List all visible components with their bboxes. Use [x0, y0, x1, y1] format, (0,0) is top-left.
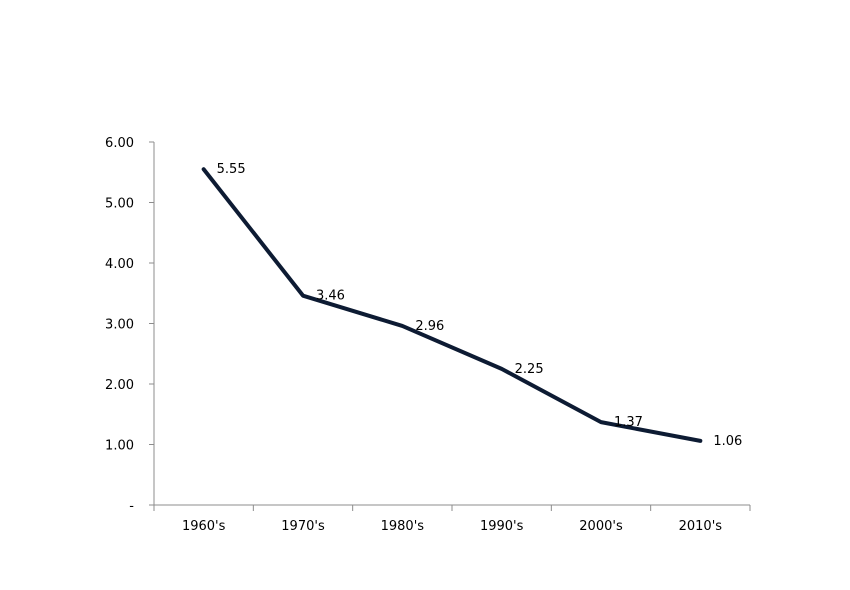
series-layer: [201, 167, 703, 443]
data-labels: 5.55 3.46 2.96 2.25 1.37 1.06: [217, 162, 743, 449]
y-tick-label: -: [129, 499, 134, 514]
y-tick-label: 6.00: [105, 136, 134, 151]
x-tick-label: 2000's: [579, 519, 623, 534]
axis-ticks: - 1.00 2.00 3.00 4.00 5.00 6.00 1960's 1970's 198…: [105, 136, 751, 534]
x-tick-label: 2010's: [679, 519, 723, 534]
x-tick-label: 1980's: [381, 519, 425, 534]
y-tick-label: 5.00: [105, 197, 134, 212]
data-label: 1.37: [614, 415, 643, 430]
data-label: 2.25: [515, 362, 544, 377]
x-tick-label: 1960's: [182, 519, 226, 534]
data-label: 2.96: [415, 319, 444, 334]
data-label: 3.46: [316, 289, 345, 304]
series-line: [201, 167, 703, 443]
x-tick-label: 1990's: [480, 519, 524, 534]
y-tick-label: 1.00: [105, 439, 134, 454]
y-tick-label: 2.00: [105, 378, 134, 393]
x-tick-label: 1970's: [281, 519, 325, 534]
data-label: 5.55: [217, 162, 246, 177]
y-tick-label: 4.00: [105, 257, 134, 272]
y-tick-label: 3.00: [105, 318, 134, 333]
axes: [153, 142, 750, 506]
data-label: 1.06: [713, 434, 742, 449]
